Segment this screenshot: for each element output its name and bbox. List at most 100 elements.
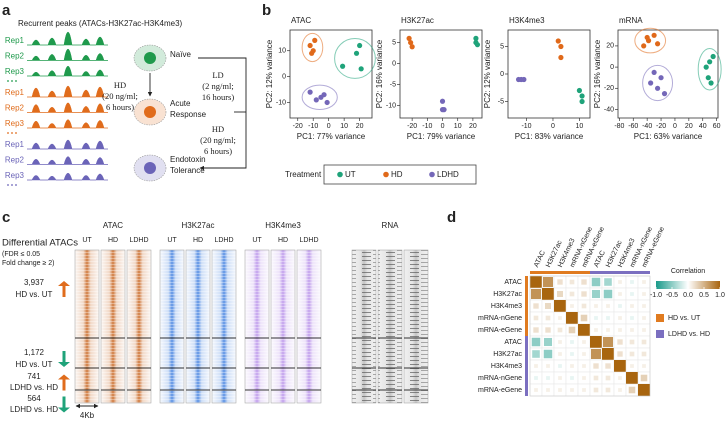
correlation-cell: [590, 336, 602, 348]
correlation-cell: [593, 363, 599, 369]
correlation-cell: [605, 375, 611, 381]
correlation-cell: [566, 312, 578, 324]
point: [654, 41, 661, 47]
correlation-cell: [594, 304, 598, 308]
correlation-cell: [642, 328, 646, 332]
state-label: Endotoxin: [170, 155, 206, 164]
nucleus: [144, 106, 156, 118]
treatment-label: 6 hours): [106, 102, 134, 112]
legend-label: LDHD: [437, 170, 459, 179]
correlation-cell: [558, 364, 562, 368]
correlation-cell: [557, 291, 563, 297]
correlation-cell: [543, 349, 553, 359]
correlation-cell: [606, 328, 610, 332]
cluster-label: LDHD vs. HD: [10, 383, 58, 392]
heatmap-shade: [378, 250, 402, 403]
assay-label: RNA: [382, 221, 400, 230]
correlation-cell: [606, 316, 610, 320]
x-tick-label: 20: [356, 123, 364, 130]
x-tick-label: 40: [699, 123, 707, 130]
colorbar-tick-label: -1.0: [650, 292, 662, 299]
x-tick-label: -10: [521, 123, 531, 130]
treatment-label: (20 ng/ml;: [102, 91, 138, 101]
point: [703, 64, 709, 70]
correlation-cell: [582, 340, 586, 344]
cluster-label: HD vs. UT: [16, 360, 53, 369]
y-tick-label: -10: [386, 102, 396, 109]
ellipsis-dot: [11, 132, 13, 134]
cluster-count: 1,172: [24, 348, 45, 357]
y-tick-label: 0: [500, 71, 504, 78]
correlation-cell: [618, 316, 622, 320]
colorbar-tick-label: -0.5: [666, 292, 678, 299]
panel-c-subtitle: (FDR ≤ 0.05: [2, 251, 40, 258]
correlation-cell: [626, 372, 638, 384]
heatmap-texture: [101, 250, 125, 403]
correlation-cell: [605, 387, 611, 393]
treatment-label: LD: [212, 70, 223, 80]
point: [313, 97, 319, 103]
state-label: Response: [170, 110, 207, 119]
correlation-cell: [602, 336, 614, 348]
correlation-cell: [581, 303, 587, 309]
x-axis-label: PC1: 83% variance: [515, 132, 584, 141]
row-label: H3K27ac: [493, 291, 522, 298]
heatmap-shade: [352, 250, 376, 403]
chart-title: ATAC: [291, 16, 311, 25]
group-bar: [554, 271, 566, 274]
sample-label: LDHD: [299, 237, 318, 244]
group-bar: [525, 372, 528, 384]
row-label: H3K27ac: [493, 351, 522, 358]
chart-title: H3K4me3: [509, 16, 545, 25]
correlation-cell: [628, 386, 636, 394]
heatmap-texture: [212, 250, 236, 403]
ellipsis-dot: [7, 80, 9, 82]
y-tick-label: 10: [278, 48, 286, 55]
correlation-cell: [638, 384, 650, 396]
legend-title: Treatment: [285, 170, 322, 179]
confidence-ellipse: [334, 38, 376, 79]
colorbar-tick-label: 0.0: [683, 292, 693, 299]
correlation-cell: [568, 326, 576, 334]
cluster-label: LDHD vs. HD: [10, 405, 58, 414]
correlation-cell: [570, 352, 574, 356]
treatment-label: HD: [212, 124, 224, 134]
group-bar: [525, 384, 528, 396]
correlation-cell: [570, 340, 574, 344]
track: [27, 65, 108, 77]
correlation-cell: [604, 278, 612, 286]
panel-label: a: [2, 2, 11, 19]
state-label: Naïve: [170, 50, 191, 59]
panel-label: b: [262, 2, 271, 19]
scale-label: 4Kb: [80, 411, 95, 420]
correlation-cell: [630, 316, 634, 320]
track: [27, 172, 108, 181]
correlation-cell: [569, 291, 575, 297]
correlation-cell: [542, 288, 554, 300]
group-bar: [578, 271, 590, 274]
group-bar: [542, 271, 554, 274]
y-tick-label: 0: [610, 64, 614, 71]
group-bar: [638, 271, 650, 274]
sample-label: HD: [193, 237, 203, 244]
group-bar: [566, 271, 578, 274]
correlation-cell: [602, 348, 614, 360]
ellipsis-dot: [7, 132, 9, 134]
ellipsis-dot: [15, 132, 17, 134]
correlation-cell: [546, 364, 550, 368]
chart-title: H3K27ac: [401, 16, 434, 25]
heatmap-texture: [127, 250, 151, 403]
correlation-cell: [581, 279, 587, 285]
y-tick-label: 0: [282, 73, 286, 80]
plot-frame: [399, 29, 483, 119]
y-tick-label: -20: [604, 85, 614, 92]
correlation-cell: [530, 276, 542, 288]
group-bar: [525, 336, 528, 348]
correlation-cell: [630, 280, 634, 284]
assay-label: H3K4me3: [265, 221, 301, 230]
correlation-cell: [557, 327, 563, 333]
ellipsis-dot: [7, 184, 9, 186]
correlation-cell: [582, 364, 586, 368]
x-tick-label: 0: [551, 123, 555, 130]
cluster-count: 741: [27, 372, 41, 381]
